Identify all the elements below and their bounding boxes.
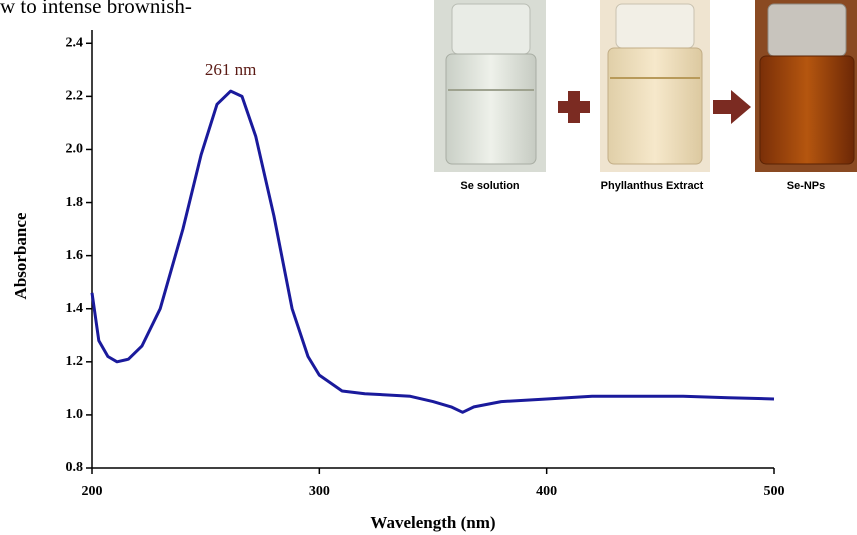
y-tick-label: 1.6	[66, 248, 84, 263]
vial	[760, 56, 854, 164]
plus-icon	[558, 91, 590, 123]
vial-cap	[452, 4, 530, 54]
y-axis-label: Absorbance	[11, 212, 30, 299]
vial	[608, 48, 702, 164]
y-tick-label: 2.4	[66, 35, 84, 50]
x-tick-label: 300	[309, 484, 330, 499]
y-tick-label: 1.2	[66, 354, 84, 369]
inset-label: Se-NPs	[787, 180, 826, 192]
y-tick-label: 1.0	[66, 407, 84, 422]
inset-label: Se solution	[460, 180, 520, 192]
inset-label: Phyllanthus Extract	[601, 180, 704, 192]
y-tick-label: 1.8	[66, 195, 84, 210]
inset: Se solution Phyllanthus Extract Se-NPs	[434, 0, 857, 192]
x-tick-label: 400	[536, 484, 557, 499]
y-tick-label: 1.4	[66, 301, 84, 316]
vial	[446, 54, 536, 164]
x-tick-label: 500	[764, 484, 785, 499]
peak-annotation: 261 nm	[205, 60, 256, 79]
chart: w to intense brownish- Se solution Phyll…	[0, 0, 857, 535]
arrow-icon	[713, 90, 751, 124]
vial-cap	[616, 4, 694, 48]
x-tick-label: 200	[82, 484, 103, 499]
y-tick-label: 0.8	[66, 460, 84, 475]
y-tick-label: 2.0	[66, 142, 84, 157]
vial-cap	[768, 4, 846, 56]
page: w to intense brownish- Se solution Phyll…	[0, 0, 857, 535]
x-axis-label: Wavelength (nm)	[370, 513, 495, 532]
cropped-text: w to intense brownish-	[0, 0, 192, 18]
y-tick-label: 2.2	[66, 89, 84, 104]
